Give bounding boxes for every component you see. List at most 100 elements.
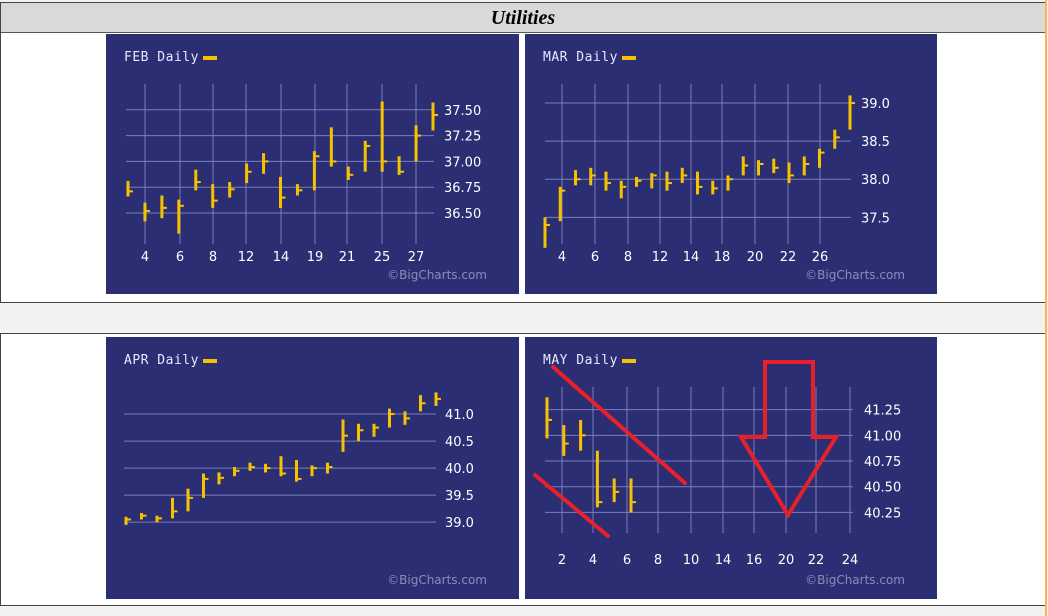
price-bars <box>545 397 636 513</box>
chart-feb-daily: 36.50 36.75 37.00 37.25 37.50 4 6 8 12 14 19 21 25 27… <box>106 34 519 294</box>
price-bar <box>357 423 364 442</box>
price-bar <box>612 478 620 503</box>
price-bar <box>233 467 240 477</box>
y-tick-label: 37.00 <box>444 155 481 170</box>
price-bar <box>363 140 371 172</box>
y-tick-label: 36.50 <box>444 207 481 222</box>
y-tick-label: 38.5 <box>861 135 890 150</box>
lower-trend-line <box>533 473 610 538</box>
x-tick-label: 19 <box>307 250 324 265</box>
y-tick-label: 40.25 <box>864 506 901 521</box>
gridlines <box>545 84 851 244</box>
price-bar <box>802 156 810 176</box>
x-tick-label: 8 <box>654 553 662 568</box>
price-bar <box>312 151 320 191</box>
y-tick-label: 39.5 <box>445 489 474 504</box>
price-bar <box>372 423 379 437</box>
down-arrow-icon <box>737 360 840 519</box>
x-tick-label: 26 <box>812 250 829 265</box>
price-bar <box>619 180 627 199</box>
chart-credit: ©BigCharts.com <box>805 573 905 587</box>
trend-annotations <box>533 360 840 538</box>
x-tick-label: 2 <box>558 553 566 568</box>
price-bar <box>574 170 581 186</box>
y-tick-label: 36.75 <box>444 181 481 196</box>
price-bar <box>155 515 162 523</box>
price-bar <box>772 158 779 174</box>
chart-credit: ©BigCharts.com <box>805 268 905 282</box>
x-tick-label: 22 <box>808 553 825 568</box>
right-edge-stripe <box>1045 0 1047 616</box>
price-bar <box>558 186 566 222</box>
price-bar <box>341 419 348 452</box>
y-tick-label: 39.0 <box>445 516 474 531</box>
price-bar <box>248 462 255 471</box>
price-bars <box>543 95 855 248</box>
x-tick-label: 24 <box>842 553 859 568</box>
chart-title-label: MAY Daily <box>543 353 636 368</box>
price-bar <box>711 180 718 195</box>
x-tick-label: 14 <box>683 250 700 265</box>
x-tick-label: 12 <box>238 250 255 265</box>
price-bar <box>194 169 201 191</box>
price-bar <box>741 156 749 176</box>
price-bar <box>419 395 426 412</box>
price-bar <box>202 473 209 498</box>
upper-trend-line <box>551 365 687 485</box>
y-tick-label: 38.0 <box>861 173 890 188</box>
price-bar <box>680 167 688 184</box>
price-bar <box>310 465 317 477</box>
chart-apr-daily: 39.0 39.5 40.0 40.5 41.0 APR Daily ©BigChart… <box>106 337 519 599</box>
chart-credit: ©BigCharts.com <box>387 573 487 587</box>
price-bar <box>545 397 552 439</box>
y-tick-label: 40.0 <box>445 462 474 477</box>
chart-may-daily: 40.25 40.50 40.75 41.00 41.25 2 4 6 8 10 14 16 20 22 2… <box>525 337 937 599</box>
x-tick-label: 6 <box>623 553 631 568</box>
x-tick-label: 4 <box>589 553 597 568</box>
x-tick-label: 14 <box>715 553 732 568</box>
price-bar <box>579 419 586 451</box>
price-bar <box>279 176 286 208</box>
price-bar <box>431 102 438 131</box>
y-tick-label: 40.75 <box>864 455 901 470</box>
chart-credit: ©BigCharts.com <box>387 268 487 282</box>
price-bar <box>434 392 441 406</box>
x-tick-label: 27 <box>408 250 425 265</box>
price-bars <box>126 101 438 234</box>
x-tick-label: 21 <box>339 250 356 265</box>
price-bar <box>186 488 193 512</box>
price-bar <box>171 497 178 519</box>
price-bar <box>635 176 642 187</box>
x-tick-label: 20 <box>778 553 795 568</box>
x-tick-label: 16 <box>746 553 763 568</box>
price-bar <box>650 173 657 189</box>
y-tick-label: 41.25 <box>864 404 901 419</box>
price-bar <box>140 512 147 520</box>
y-tick-label: 41.00 <box>864 429 901 444</box>
price-bar <box>380 101 388 172</box>
price-bar <box>787 162 794 184</box>
x-tick-label: 20 <box>747 250 764 265</box>
price-bar <box>211 184 218 208</box>
price-bar <box>217 472 224 485</box>
price-bar <box>757 160 764 176</box>
title-bar: Utilities <box>1 3 1045 33</box>
price-bar <box>245 163 252 184</box>
chart-title-label: FEB Daily <box>124 50 217 65</box>
price-bar <box>629 478 636 513</box>
chart-feb-svg: 36.50 36.75 37.00 37.25 37.50 4 6 8 12 14 19 21 25 27 <box>126 84 481 265</box>
price-bar <box>295 184 303 196</box>
x-tick-label: 22 <box>780 250 797 265</box>
price-bar <box>388 408 395 428</box>
price-bar <box>295 460 302 482</box>
x-tick-label: 10 <box>683 553 700 568</box>
x-tick-label: 4 <box>141 250 149 265</box>
price-bar <box>177 199 184 234</box>
x-tick-label: 25 <box>374 250 391 265</box>
price-bar <box>143 202 150 222</box>
price-bar <box>589 167 596 186</box>
y-tick-label: 40.50 <box>864 481 901 496</box>
price-bar <box>403 411 410 425</box>
x-tick-label: 14 <box>273 250 290 265</box>
page-title: Utilities <box>490 7 556 29</box>
